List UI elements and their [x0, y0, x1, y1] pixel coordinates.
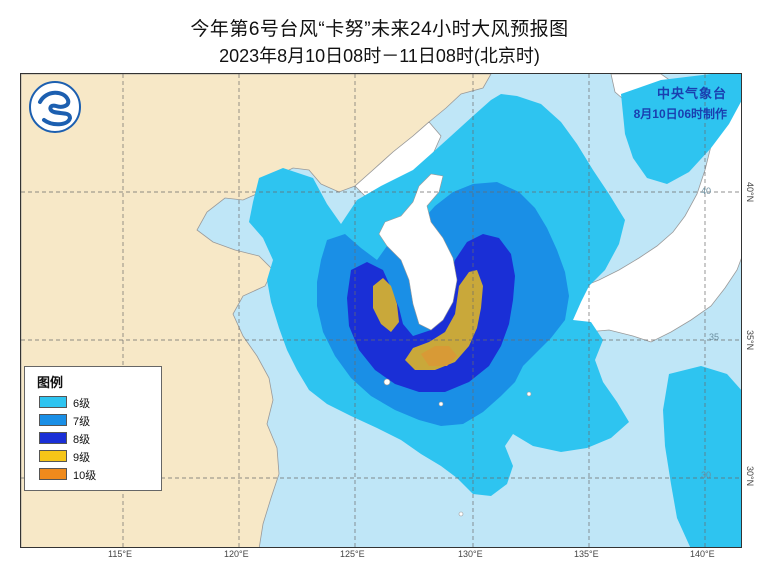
cma-logo	[28, 80, 82, 134]
title-block: 今年第6号台风“卡努”未来24小时大风预报图 2023年8月10日08时－11日…	[0, 0, 759, 72]
lon-label-115: 115°E	[108, 549, 132, 559]
islands	[383, 378, 532, 517]
lon-label-130: 130°E	[458, 549, 483, 559]
legend-item-8: 8级	[39, 431, 149, 446]
legend-title: 图例	[37, 375, 64, 390]
graticule	[21, 74, 741, 547]
legend-item-10: 10级	[39, 467, 149, 482]
wind-zone-10	[421, 346, 457, 366]
wind-zone-6-east	[663, 366, 741, 547]
inline-lat-35: 35	[709, 332, 720, 342]
map-subtitle: 2023年8月10日08时－11日08时(北京时)	[219, 46, 540, 66]
agency-name: 中央气象台	[656, 86, 727, 101]
inline-lat-40: 40	[701, 186, 712, 196]
legend-swatch	[39, 468, 67, 480]
agency-block: 中央气象台 8月10日06时制作	[634, 83, 727, 122]
korean-peninsula-overlay	[378, 173, 458, 331]
lat-label-40: 40°N	[745, 182, 755, 203]
lon-label-140: 140°E	[690, 549, 715, 559]
legend-label: 7级	[73, 416, 91, 428]
legend-label: 9级	[73, 452, 91, 464]
legend-item-6: 6级	[39, 395, 149, 410]
legend-item-9: 9级	[39, 449, 149, 464]
map-area[interactable]: 中央气象台 8月10日06时制作 40 35 30 图例 6级 7级 8级 9级…	[20, 73, 742, 548]
lat-label-35: 35°N	[745, 330, 755, 351]
lon-label-135: 135°E	[574, 549, 599, 559]
lon-label-125: 125°E	[340, 549, 365, 559]
inline-lat-30: 30	[701, 470, 712, 480]
legend-swatch	[39, 450, 67, 462]
legend-item-7: 7级	[39, 413, 149, 428]
legend-label: 6级	[73, 398, 91, 410]
legend-label: 10级	[73, 470, 97, 482]
issue-time: 8月10日06时制作	[633, 107, 727, 121]
map-canvas	[21, 74, 741, 547]
legend-swatch	[39, 432, 67, 444]
map-title: 今年第6号台风“卡努”未来24小时大风预报图	[190, 19, 569, 40]
legend: 图例 6级 7级 8级 9级 10级	[24, 366, 162, 491]
lat-label-30: 30°N	[745, 466, 755, 487]
legend-swatch	[39, 396, 67, 408]
lon-label-120: 120°E	[224, 549, 249, 559]
legend-swatch	[39, 414, 67, 426]
wind-zone-9-west	[373, 278, 399, 332]
legend-label: 8级	[73, 434, 91, 446]
wind-zone-6-north	[621, 74, 741, 184]
wind-zone-9-east	[405, 270, 483, 370]
